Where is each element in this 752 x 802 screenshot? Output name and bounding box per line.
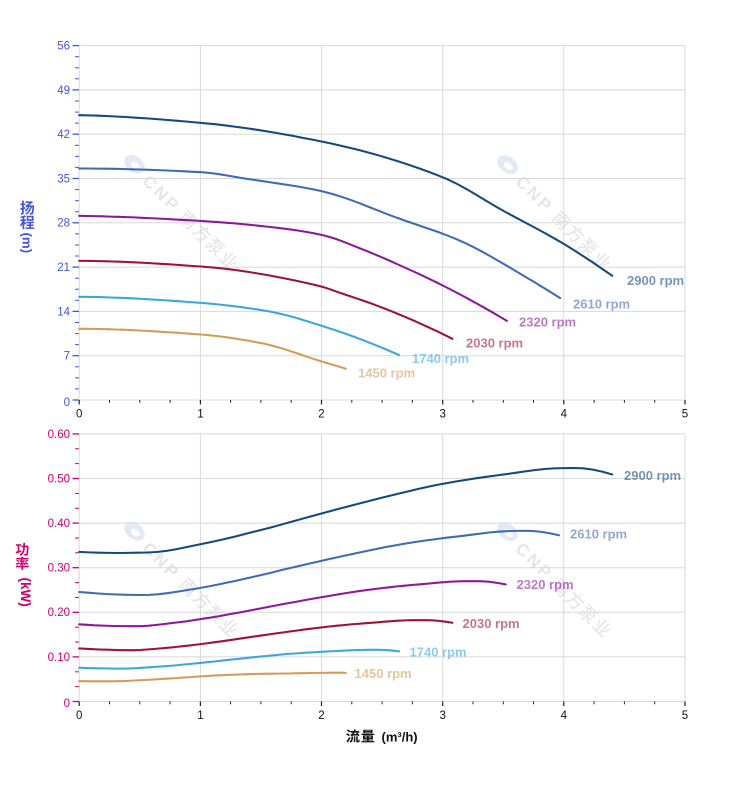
svg-text:0: 0 bbox=[64, 698, 70, 710]
svg-text:1: 1 bbox=[197, 710, 203, 722]
svg-text:0: 0 bbox=[64, 397, 70, 409]
svg-text:0.10: 0.10 bbox=[48, 652, 70, 664]
svg-text:0: 0 bbox=[76, 409, 82, 421]
svg-text:14: 14 bbox=[57, 306, 70, 318]
svg-text:49: 49 bbox=[57, 85, 70, 97]
svg-text:0.60: 0.60 bbox=[48, 429, 70, 441]
svg-text:2: 2 bbox=[318, 710, 324, 722]
svg-text:2610 rpm: 2610 rpm bbox=[570, 527, 627, 542]
svg-text:2030 rpm: 2030 rpm bbox=[466, 336, 523, 351]
svg-text:0.30: 0.30 bbox=[48, 563, 70, 575]
svg-text:35: 35 bbox=[57, 173, 70, 185]
svg-text:0.40: 0.40 bbox=[48, 518, 70, 530]
svg-text:21: 21 bbox=[57, 262, 70, 274]
svg-text:2030 rpm: 2030 rpm bbox=[463, 616, 520, 631]
svg-text:3: 3 bbox=[439, 710, 445, 722]
svg-text:0.20: 0.20 bbox=[48, 607, 70, 619]
svg-text:1: 1 bbox=[197, 409, 203, 421]
svg-text:5: 5 bbox=[682, 710, 688, 722]
svg-text:42: 42 bbox=[57, 129, 70, 141]
svg-text:(m³/h): (m³/h) bbox=[382, 730, 418, 745]
svg-text:0: 0 bbox=[76, 710, 82, 722]
svg-text:56: 56 bbox=[57, 41, 70, 53]
svg-text:1450 rpm: 1450 rpm bbox=[355, 666, 412, 681]
svg-text:2: 2 bbox=[318, 409, 324, 421]
svg-text:2320 rpm: 2320 rpm bbox=[519, 315, 576, 330]
svg-text:5: 5 bbox=[682, 409, 688, 421]
svg-text:1740 rpm: 1740 rpm bbox=[412, 351, 469, 366]
svg-text:2320 rpm: 2320 rpm bbox=[517, 577, 574, 592]
svg-text:1450 rpm: 1450 rpm bbox=[358, 366, 415, 381]
svg-text:3: 3 bbox=[439, 409, 445, 421]
svg-text:1740 rpm: 1740 rpm bbox=[410, 645, 467, 660]
svg-text:(m): (m) bbox=[20, 233, 35, 254]
svg-text:4: 4 bbox=[561, 710, 568, 722]
svg-text:(kW): (kW) bbox=[18, 578, 33, 607]
svg-text:28: 28 bbox=[57, 218, 70, 230]
svg-text:0.50: 0.50 bbox=[48, 473, 70, 485]
svg-text:2610 rpm: 2610 rpm bbox=[573, 297, 630, 312]
svg-text:7: 7 bbox=[64, 351, 70, 363]
svg-text:4: 4 bbox=[561, 409, 568, 421]
svg-text:2900 rpm: 2900 rpm bbox=[627, 273, 684, 288]
svg-text:2900 rpm: 2900 rpm bbox=[624, 468, 681, 483]
